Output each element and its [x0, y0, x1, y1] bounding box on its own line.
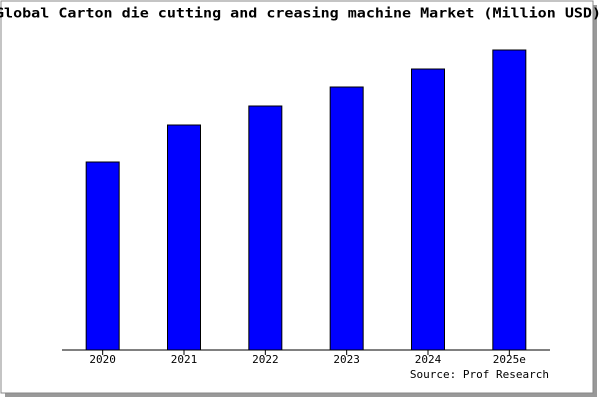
x-tick-label: 2023: [333, 353, 360, 366]
bar: [85, 161, 120, 351]
bar: [167, 124, 201, 351]
bar: [248, 105, 283, 351]
x-tick-label: 2021: [171, 353, 198, 366]
x-tick-label: 2025e: [493, 353, 526, 366]
bar: [329, 86, 364, 351]
x-tick-label: 2022: [252, 353, 279, 366]
bar: [492, 49, 527, 351]
plot-area: [62, 50, 550, 350]
x-tick-label: 2024: [415, 353, 442, 366]
bar: [411, 68, 445, 351]
x-tick-label: 2020: [89, 353, 116, 366]
chart-title: Global Carton die cutting and creasing m…: [0, 7, 600, 22]
source: Source: Prof Research: [410, 368, 549, 381]
